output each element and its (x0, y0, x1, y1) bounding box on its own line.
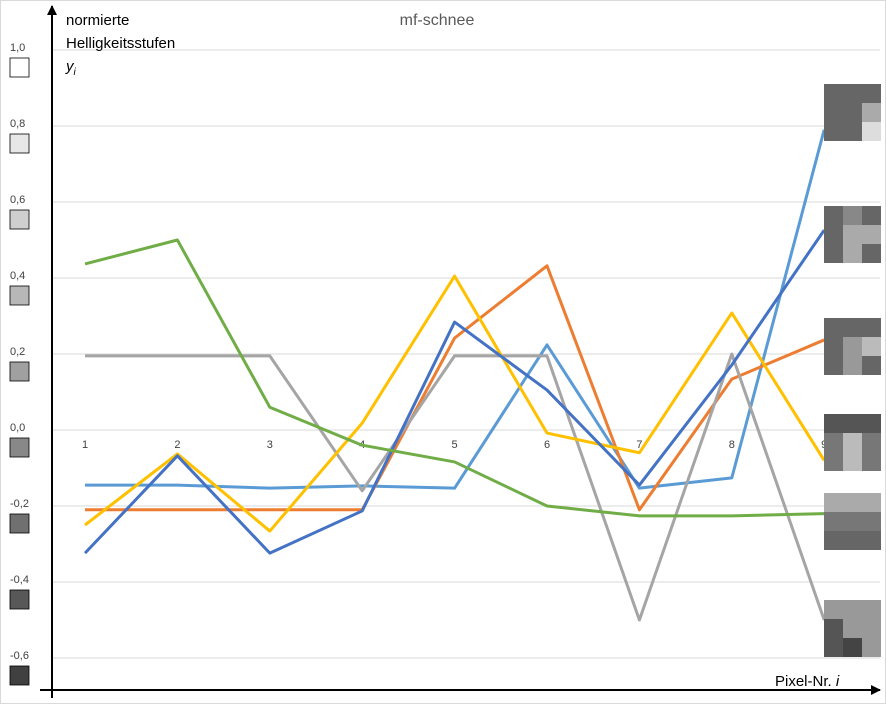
y-tick-label: -0,4 (10, 574, 29, 586)
y-tick-swatch (9, 665, 30, 686)
y-axis-label: normierte (66, 12, 129, 29)
series-line (85, 264, 825, 512)
y-tick-swatch (9, 209, 30, 230)
y-tick-label: 0,0 (10, 422, 25, 434)
y-tick-label: 1,0 (10, 42, 25, 54)
x-tick-label: 1 (82, 439, 88, 451)
y-axis-symbol: yi (65, 58, 77, 78)
y-tick-swatch (9, 361, 30, 382)
y-tick-swatch (9, 513, 30, 534)
y-tick-swatch (9, 285, 30, 306)
x-tick-label: 7 (636, 439, 642, 451)
y-tick-swatch (9, 437, 30, 458)
y-tick-label: -0,6 (10, 650, 29, 662)
x-tick-label: 5 (452, 439, 458, 451)
x-tick-label: 2 (174, 439, 180, 451)
y-tick-swatch (9, 589, 30, 610)
x-tick-label: 8 (729, 439, 735, 451)
series-line (84, 238, 825, 518)
x-axis-label: Pixel-Nr. i (775, 673, 840, 690)
pixel-images (824, 84, 881, 657)
y-tick-swatch (9, 57, 30, 78)
x-tick-label: 3 (267, 439, 273, 451)
series-line (85, 129, 826, 490)
series-line (84, 274, 826, 533)
y-tick-label: 0,6 (10, 194, 25, 206)
y-tick-label: 0,8 (10, 118, 25, 130)
y-tick-label: -0,2 (10, 498, 29, 510)
y-symbol: y (65, 58, 75, 75)
y-tick-label: 0,4 (10, 270, 25, 282)
y-tick-label: 0,2 (10, 346, 25, 358)
series-line (83, 229, 826, 555)
y-axis-label: Helligkeitsstufen (66, 35, 175, 52)
series-line (85, 352, 826, 622)
x-label-symbol: i (836, 673, 840, 690)
chart-title: mf-schnee (400, 12, 475, 29)
y-tick-swatch (9, 133, 30, 154)
x-tick-label: 6 (544, 439, 550, 451)
y-subscript: i (74, 67, 77, 78)
x-label-text: Pixel-Nr. (775, 673, 832, 690)
